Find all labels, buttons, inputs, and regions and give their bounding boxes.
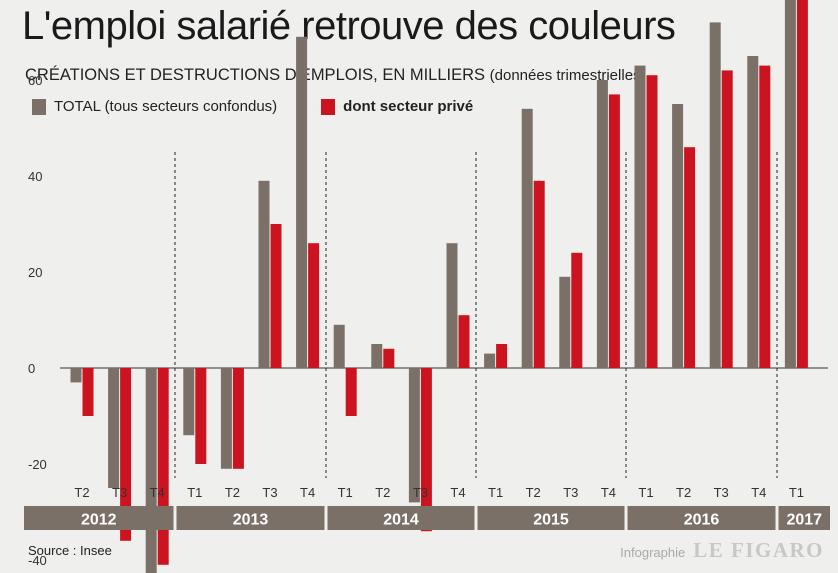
credit: Infographie LE FIGARO [620,538,824,563]
quarter-label: T4 [300,485,315,500]
year-band [477,506,625,530]
legend-label-private: dont secteur privé [343,98,474,115]
quarter-label: T4 [150,485,165,500]
bar-private [496,344,508,368]
quarter-label: T4 [450,485,465,500]
quarter-label: T2 [676,485,691,500]
quarter-label: T1 [187,485,202,500]
quarter-label: T1 [638,485,653,500]
bar-total [784,0,796,368]
bar-private [458,315,470,368]
quarter-label: T3 [262,485,277,500]
legend: TOTAL (tous secteurs confondus) dont sec… [32,98,517,115]
bar-total [108,368,120,488]
credit-prefix: Infographie [620,545,686,560]
quarter-label: T2 [526,485,541,500]
subtitle-main: CRÉATIONS ET DESTRUCTIONS D'EMPLOIS, EN … [25,66,486,84]
quarter-label: T1 [789,485,804,500]
bar-private [759,65,771,368]
year-band [627,506,776,530]
bar-private [120,368,132,541]
bar-private [345,368,357,416]
quarter-label: T2 [225,485,240,500]
bar-total [371,344,383,368]
quarter-label: T3 [563,485,578,500]
quarter-label: T2 [375,485,390,500]
bar-total [258,180,270,368]
bar-private [195,368,207,464]
year-band [24,506,174,530]
bar-total [408,368,420,503]
legend-swatch-total [32,98,46,115]
bar-total [484,353,496,368]
year-label: 2014 [383,512,419,529]
y-tick-label: -40 [28,553,47,568]
source-note: Source : Insee [28,543,112,558]
bar-total [70,368,82,383]
quarter-label: T4 [601,485,616,500]
bar-private [796,0,808,369]
year-band [176,506,325,530]
bar-total [672,104,684,368]
bar-private [308,243,320,368]
bar-private [232,368,244,469]
bar-private [608,94,620,369]
bar-total [145,368,157,573]
bar-private [420,368,432,532]
bar-total [296,36,308,369]
quarter-label: T3 [112,485,127,500]
bar-private [383,348,395,368]
bar-private [571,252,583,368]
subtitle-note: (données trimestrielles) [489,67,646,84]
quarter-label: T3 [714,485,729,500]
bar-total [747,56,759,368]
year-label: 2015 [533,512,569,529]
year-label: 2013 [233,512,269,529]
bar-private [684,147,696,368]
bar-total [333,324,345,368]
bar-total [559,276,571,368]
year-label: 2016 [684,512,720,529]
quarter-label: T1 [338,485,353,500]
y-tick-label: 0 [28,361,35,376]
bar-private [533,180,545,368]
bar-private [721,70,733,369]
year-label: 2012 [81,512,117,529]
legend-item-private: dont secteur privé [321,98,473,115]
quarter-label: T2 [74,485,89,500]
legend-item-total: TOTAL (tous secteurs confondus) [32,98,277,115]
bar-total [634,65,646,368]
bar-total [521,108,533,369]
bar-total [446,243,458,368]
legend-label-total: TOTAL (tous secteurs confondus) [54,98,278,115]
bar-total [596,80,608,368]
y-tick-label: 20 [28,265,42,280]
bar-total [709,22,721,369]
chart-subtitle: CRÉATIONS ET DESTRUCTIONS D'EMPLOIS, EN … [25,66,646,85]
quarter-label: T1 [488,485,503,500]
credit-brand-logo: LE FIGARO [693,538,824,562]
y-tick-label: 40 [28,169,42,184]
bar-private [270,224,282,368]
y-tick-label: 60 [28,73,42,88]
year-band [778,506,830,530]
legend-swatch-private [321,98,336,115]
quarter-label: T4 [751,485,766,500]
y-tick-label: -20 [28,457,47,472]
quarter-label: T3 [413,485,428,500]
bar-total [183,368,195,436]
year-band [327,506,475,530]
bar-private [82,368,94,416]
year-label: 2017 [786,512,822,529]
chart-title: L'emploi salarié retrouve des couleurs [22,4,676,48]
bar-total [220,368,232,469]
bar-private [157,368,169,565]
bar-private [646,75,658,368]
